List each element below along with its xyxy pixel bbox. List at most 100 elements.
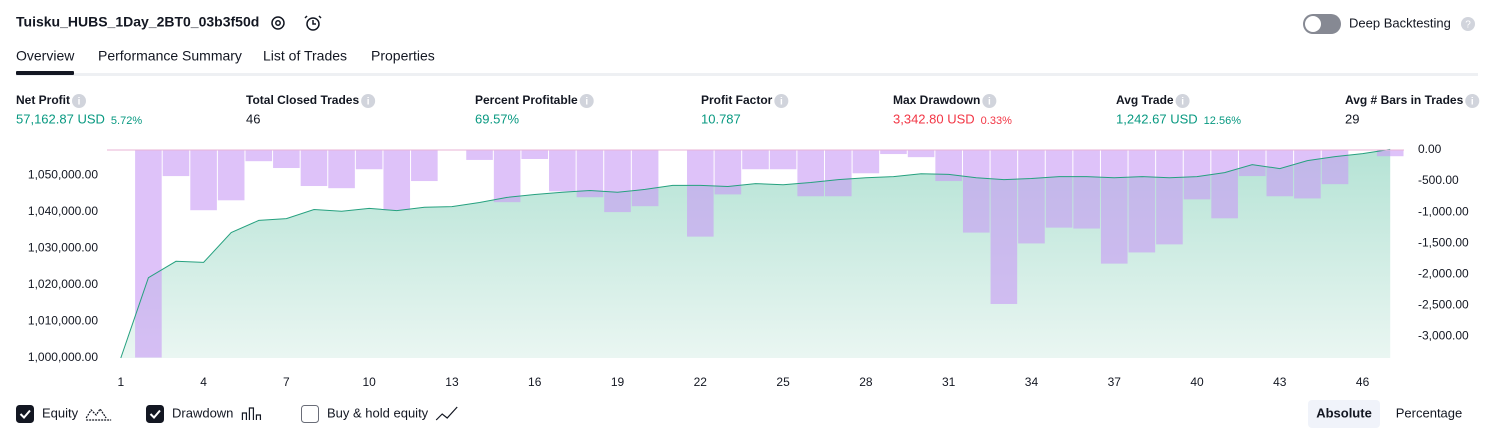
info-mark: i xyxy=(78,97,81,108)
legend-checkbox[interactable] xyxy=(301,405,319,423)
mode-button[interactable]: Percentage xyxy=(1396,405,1463,420)
drawdown-bar xyxy=(190,150,217,211)
info-icon[interactable] xyxy=(1465,94,1480,108)
metric-value: 46 xyxy=(246,111,260,126)
tab[interactable]: Performance Summary xyxy=(98,48,242,64)
drawdown-bar xyxy=(907,150,935,158)
drawdown-bar xyxy=(1073,150,1100,229)
info-mark: i xyxy=(780,97,783,108)
metric-label: Avg # Bars in Trades xyxy=(1345,93,1464,107)
info-mark: i xyxy=(1471,97,1474,108)
help-mark: ? xyxy=(1465,20,1471,31)
info-icon[interactable] xyxy=(579,94,594,108)
drawdown-bar xyxy=(1211,150,1238,219)
info-icon[interactable] xyxy=(1175,94,1190,108)
drawdown-bar xyxy=(300,150,328,187)
info-mark: i xyxy=(1181,97,1184,108)
metric-label: Profit Factor xyxy=(701,93,773,107)
alert-icon[interactable] xyxy=(304,15,322,31)
y2-tick-label: -1,500.00 xyxy=(1418,235,1469,249)
drawdown-bar xyxy=(769,150,797,170)
legend-icon xyxy=(241,407,262,420)
toggle-label: Deep Backtesting xyxy=(1349,15,1451,30)
info-icon[interactable] xyxy=(982,94,997,108)
drawdown-bar xyxy=(273,150,300,169)
x-tick-label: 43 xyxy=(1273,375,1287,389)
x-tick-label: 34 xyxy=(1025,375,1039,389)
drawdown-bar xyxy=(687,150,714,237)
drawdown-bar xyxy=(1183,150,1211,200)
y2-tick-label: -1,000.00 xyxy=(1418,204,1469,218)
drawdown-bar xyxy=(162,150,190,177)
mode-button-bg[interactable] xyxy=(1308,400,1380,428)
drawdown-bar xyxy=(1045,150,1073,228)
help-icon[interactable] xyxy=(1461,17,1475,31)
drawdown-bar xyxy=(549,150,576,192)
tab[interactable]: List of Trades xyxy=(263,48,347,64)
drawdown-bar xyxy=(631,150,659,207)
settings-icon[interactable] xyxy=(271,16,285,30)
legend-label: Drawdown xyxy=(172,405,233,420)
y2-tick-label: -2,500.00 xyxy=(1418,297,1469,311)
x-tick-label: 7 xyxy=(283,375,290,389)
tab[interactable]: Overview xyxy=(16,48,75,64)
equity-area xyxy=(120,149,1391,358)
info-icon[interactable] xyxy=(72,94,86,108)
info-icon[interactable] xyxy=(361,94,376,108)
metric-value: 1,242.67 USD xyxy=(1116,111,1198,126)
x-tick-label: 10 xyxy=(362,375,376,389)
y2-tick-label: 0.00 xyxy=(1418,142,1442,156)
active-tab-underline xyxy=(16,71,74,75)
info-icon[interactable] xyxy=(774,94,789,108)
drawdown-bar xyxy=(355,150,383,170)
y2-tick-label: -2,000.00 xyxy=(1418,266,1469,280)
legend-icon xyxy=(85,407,112,421)
x-tick-label: 37 xyxy=(1108,375,1122,389)
drawdown-bar xyxy=(245,150,273,162)
legend-checkbox[interactable] xyxy=(146,405,164,423)
checkmark xyxy=(149,409,161,419)
y-tick-label: 1,010,000.00 xyxy=(28,314,98,328)
drawdown-bar xyxy=(880,150,907,155)
legend-checkbox[interactable] xyxy=(16,405,34,423)
drawdown-bar xyxy=(1100,150,1128,264)
legend-label: Equity xyxy=(42,405,79,420)
legend-icon xyxy=(435,406,458,421)
metric-label: Avg Trade xyxy=(1116,93,1174,107)
y-tick-label: 1,030,000.00 xyxy=(28,241,98,255)
checkmark xyxy=(19,409,31,419)
metric-change: 12.56% xyxy=(1204,115,1242,127)
drawdown-bar xyxy=(411,150,438,182)
legend-label: Buy & hold equity xyxy=(327,405,429,420)
drawdown-bar xyxy=(714,150,742,195)
drawdown-bar xyxy=(742,150,769,170)
x-tick-label: 4 xyxy=(200,375,207,389)
mode-button[interactable]: Absolute xyxy=(1316,405,1372,420)
tab[interactable]: Properties xyxy=(371,48,435,64)
drawdown-bar xyxy=(962,150,990,233)
drawdown-bar xyxy=(797,150,824,197)
metric-value: 57,162.87 USD xyxy=(16,111,105,126)
toggle-knob xyxy=(1305,16,1321,32)
metric-label: Total Closed Trades xyxy=(246,93,359,107)
x-tick-label: 13 xyxy=(445,375,459,389)
metric-change: 5.72% xyxy=(111,115,142,127)
metric-value: 3,342.80 USD xyxy=(893,111,975,126)
drawdown-bar xyxy=(1128,150,1156,253)
info-mark: i xyxy=(367,97,370,108)
metric-label: Percent Profitable xyxy=(475,93,578,107)
metric-value: 69.57% xyxy=(475,111,520,126)
y2-tick-label: -3,000.00 xyxy=(1418,328,1469,342)
y-tick-label: 1,000,000.00 xyxy=(28,350,98,364)
equity-line xyxy=(120,148,1391,359)
drawdown-bar xyxy=(935,150,962,182)
x-tick-label: 40 xyxy=(1190,375,1204,389)
drawdown-bar xyxy=(217,150,245,201)
drawdown-bar xyxy=(1156,150,1183,245)
drawdown-bar xyxy=(383,150,411,211)
y-tick-label: 1,040,000.00 xyxy=(28,204,98,218)
x-tick-label: 19 xyxy=(611,375,625,389)
y-tick-label: 1,050,000.00 xyxy=(28,168,98,182)
drawdown-bar xyxy=(990,150,1018,304)
